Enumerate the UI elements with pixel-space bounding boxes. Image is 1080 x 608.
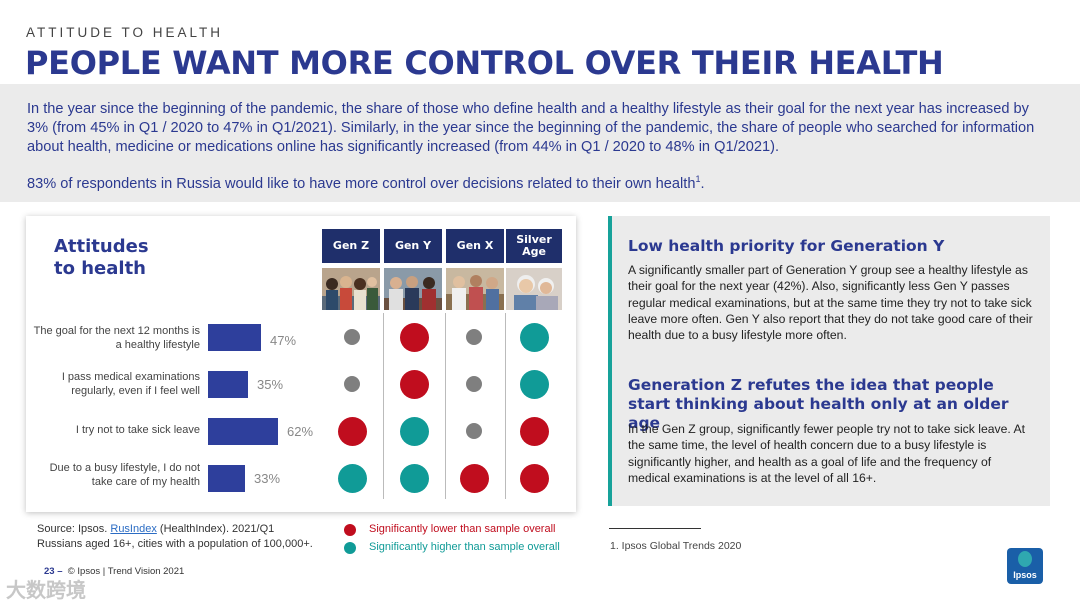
row-label-1: The goal for the next 12 months is a hea… bbox=[33, 325, 200, 351]
significance-dot-none bbox=[466, 376, 482, 392]
value-label-2: 35% bbox=[257, 377, 284, 392]
column-divider bbox=[445, 313, 446, 499]
intro-paragraph-2: 83% of respondents in Russia would like … bbox=[27, 170, 1052, 194]
legend-lower-swatch bbox=[344, 524, 356, 536]
intro-paragraph-1: In the year since the beginning of the p… bbox=[27, 101, 1035, 155]
value-label-4: 33% bbox=[254, 471, 281, 486]
significance-dot-none bbox=[466, 423, 482, 439]
footer-text: © Ipsos | Trend Vision 2021 bbox=[67, 566, 185, 577]
significance-dot-higher bbox=[519, 369, 549, 399]
source-line-2: Russians aged 16+, cities with a populat… bbox=[37, 538, 313, 550]
column-divider bbox=[383, 313, 384, 499]
significance-dot-none bbox=[344, 329, 360, 345]
column-divider bbox=[505, 313, 506, 499]
significance-dot-higher bbox=[519, 322, 549, 352]
intro-paragraph-2-text: 83% of respondents in Russia would like … bbox=[27, 175, 696, 192]
page-number: 23 – bbox=[44, 566, 63, 577]
gen-z-photo bbox=[322, 268, 380, 310]
legend-higher-swatch bbox=[344, 542, 356, 554]
silver-age-photo bbox=[506, 268, 562, 310]
significance-dot-higher bbox=[399, 416, 429, 446]
source-prefix: Source: Ipsos. bbox=[37, 523, 111, 535]
significance-dot-lower bbox=[519, 416, 549, 446]
source-link[interactable]: RusIndex bbox=[110, 523, 157, 535]
row-label-4: Due to a busy lifestyle, I do not take c… bbox=[49, 462, 200, 488]
significance-dot-lower bbox=[459, 463, 489, 493]
logo-mark bbox=[1018, 551, 1032, 567]
attitudes-chart-card: Attitudes to health Gen Z Gen Y Gen X Si… bbox=[26, 216, 576, 512]
intro-box: In the year since the beginning of the p… bbox=[0, 84, 1080, 202]
value-label-1: 47% bbox=[270, 333, 297, 348]
footnote-marker: 1 bbox=[695, 174, 701, 184]
legend-higher-text: Significantly higher than sample overall bbox=[369, 541, 560, 553]
gen-header-gen-y: Gen Y bbox=[384, 229, 442, 263]
row-label-2: I pass medical examinations regularly, e… bbox=[61, 371, 200, 397]
significance-dot-lower bbox=[399, 322, 429, 352]
bar-1 bbox=[208, 324, 261, 351]
bar-4 bbox=[208, 465, 245, 492]
significance-dot-lower bbox=[399, 369, 429, 399]
legend-lower-text: Significantly lower than sample overall bbox=[369, 523, 556, 535]
gen-header-gen-z: Gen Z bbox=[322, 229, 380, 263]
logo-text: Ipsos bbox=[1013, 570, 1037, 580]
source-note: Source: Ipsos. RusIndex (HealthIndex). 2… bbox=[37, 522, 313, 552]
insights-panel: Low health priority for Generation Y A s… bbox=[608, 216, 1050, 506]
ipsos-logo: Ipsos bbox=[1007, 548, 1043, 584]
footnote: 1. Ipsos Global Trends 2020 bbox=[610, 540, 742, 552]
chart-title: Attitudes to health bbox=[54, 236, 149, 280]
insight-heading-2: Generation Z refutes the idea that peopl… bbox=[628, 376, 1009, 432]
significance-dot-higher bbox=[337, 463, 367, 493]
page-title: PEOPLE WANT MORE CONTROL OVER THEIR HEAL… bbox=[25, 44, 944, 82]
significance-dot-lower bbox=[519, 463, 549, 493]
source-suffix: (HealthIndex). 2021/Q1 bbox=[156, 523, 275, 535]
insight-heading-1: Low health priority for Generation Y bbox=[628, 237, 945, 255]
significance-dot-higher bbox=[399, 463, 429, 493]
page-footer: 23 – © Ipsos | Trend Vision 2021 bbox=[44, 566, 184, 577]
chart-title-line-1: Attitudes bbox=[54, 236, 149, 257]
bar-3 bbox=[208, 418, 278, 445]
section-kicker: ATTITUDE TO HEALTH bbox=[26, 25, 224, 40]
gen-y-photo bbox=[384, 268, 442, 310]
value-label-3: 62% bbox=[287, 424, 314, 439]
intro-paragraph-2-end: . bbox=[700, 175, 705, 192]
watermark: 大数跨境 bbox=[6, 580, 86, 602]
chart-title-line-2: to health bbox=[54, 258, 146, 279]
gen-x-photo bbox=[446, 268, 504, 310]
insight-text-1: A significantly smaller part of Generati… bbox=[628, 263, 1033, 343]
gen-header-silver-age: Silver Age bbox=[506, 229, 562, 263]
significance-dot-none bbox=[466, 329, 482, 345]
significance-dot-lower bbox=[337, 416, 367, 446]
footnote-rule bbox=[609, 528, 701, 529]
insight-text-2: In the Gen Z group, significantly fewer … bbox=[628, 422, 1025, 485]
row-label-3: I try not to take sick leave bbox=[75, 424, 200, 436]
significance-dot-none bbox=[344, 376, 360, 392]
gen-header-gen-x: Gen X bbox=[446, 229, 504, 263]
bar-2 bbox=[208, 371, 248, 398]
panel-accent-bar bbox=[608, 216, 612, 506]
